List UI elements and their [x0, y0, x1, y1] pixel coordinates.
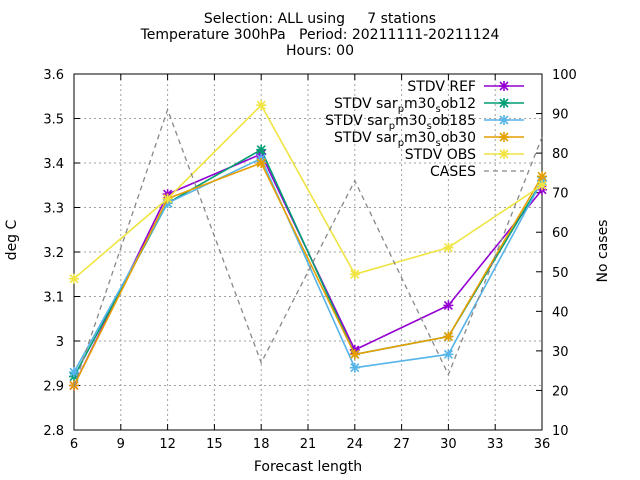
- y2-tick-label: 10: [552, 424, 569, 439]
- x-tick-label: 15: [206, 437, 223, 452]
- y-tick-label: 3.2: [43, 246, 64, 261]
- y2-tick-label: 40: [552, 305, 569, 320]
- legend-label: STDV sarpm30sob30: [334, 130, 476, 149]
- y-tick-label: 3.1: [43, 291, 64, 306]
- y-axis-label: deg C: [4, 219, 20, 260]
- y-tick-label: 3.3: [43, 202, 64, 217]
- y-tick-label: 2.9: [43, 380, 64, 395]
- y2-tick-label: 70: [552, 187, 569, 202]
- series-point: [256, 144, 267, 155]
- series-point: [443, 300, 454, 311]
- series-point: [499, 132, 509, 142]
- y2-tick-label: 50: [552, 266, 569, 281]
- series-point: [349, 269, 360, 280]
- chart-title-line-1: Selection: ALL using 7 stations: [203, 11, 437, 27]
- y2-axis-label: No cases: [595, 220, 611, 283]
- series-point: [69, 273, 79, 284]
- y2-tick-label: 20: [552, 384, 569, 399]
- series-point: [443, 349, 454, 360]
- y2-tick-label: 80: [552, 147, 569, 162]
- x-axis-ticks: 6 9 12 15 18 21 24 27 30 33 36: [70, 74, 550, 452]
- x-tick-label: 27: [393, 437, 410, 452]
- x-tick-label: 24: [347, 437, 364, 452]
- legend-label: STDV OBS: [405, 147, 476, 163]
- chart-title-line-2: Temperature 300hPa Period: 20211111-2021…: [140, 27, 500, 43]
- series-point: [537, 171, 547, 182]
- series-point: [499, 98, 509, 108]
- y-tick-label: 3.6: [43, 68, 64, 83]
- series-group: [69, 100, 547, 391]
- series-point: [256, 158, 267, 168]
- y2-tick-label: 90: [552, 108, 569, 123]
- series-point: [349, 362, 360, 373]
- x-tick-label: 9: [117, 437, 125, 452]
- legend-label: CASES: [430, 164, 476, 180]
- x-tick-label: 21: [300, 437, 317, 452]
- y2-tick-label: 30: [552, 345, 569, 360]
- series-point: [443, 331, 454, 342]
- x-tick-label: 12: [159, 437, 176, 452]
- x-tick-label: 33: [487, 437, 504, 452]
- series-point: [349, 349, 360, 360]
- series-point: [499, 115, 509, 125]
- y-tick-label: 3.5: [43, 113, 64, 128]
- series-point: [537, 180, 547, 191]
- series-point: [69, 367, 79, 378]
- y-axis-ticks: 2.8 2.9 3 3.1 3.2 3.3 3.4 3.5 3.6: [43, 68, 80, 439]
- chart-title-line-3: Hours: 00: [286, 43, 354, 59]
- series-point: [443, 242, 454, 253]
- y2-tick-label: 100: [552, 68, 577, 83]
- x-tick-label: 30: [440, 437, 457, 452]
- y2-tick-label: 60: [552, 226, 569, 241]
- series-point: [162, 193, 173, 204]
- x-tick-label: 18: [253, 437, 270, 452]
- series-line: [73, 107, 543, 387]
- legend-label: STDV sarpm30sob12: [334, 96, 476, 115]
- y-tick-label: 3: [56, 335, 64, 350]
- y-tick-label: 3.4: [43, 157, 64, 172]
- series-point: [256, 100, 267, 111]
- series-line: [73, 103, 543, 280]
- x-axis-label: Forecast length: [254, 459, 362, 475]
- x-tick-label: 6: [70, 437, 78, 452]
- y2-axis-ticks: 10 20 30 40 50 60 70 80 90 100: [536, 68, 577, 439]
- series-point: [499, 81, 509, 91]
- legend-label: STDV REF: [407, 79, 476, 95]
- series-line: [73, 161, 543, 386]
- legend-label: STDV sarpm30sob185: [325, 113, 476, 132]
- y-tick-label: 2.8: [43, 424, 64, 439]
- series-point: [499, 149, 509, 159]
- x-tick-label: 36: [534, 437, 551, 452]
